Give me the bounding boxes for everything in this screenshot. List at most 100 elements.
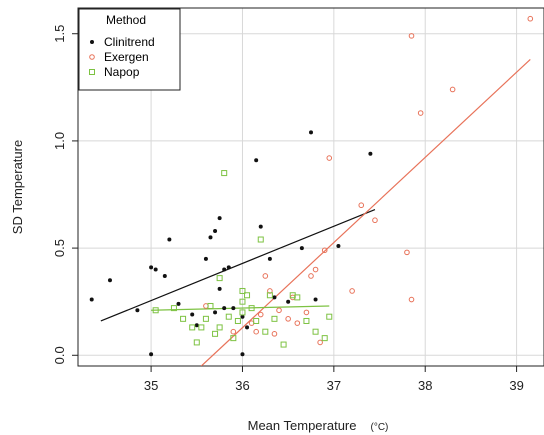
x-tick-label: 35 [144,378,158,393]
point-clinitrend [89,297,94,302]
point-exergen [271,331,278,337]
point-napop [234,317,241,324]
trend-line-exergen [200,59,531,366]
point-clinitrend [272,295,277,300]
data-points [89,15,534,357]
point-exergen [285,316,291,322]
point-clinitrend [245,325,250,330]
point-napop [257,236,264,243]
point-exergen [449,86,456,93]
y-tick-label: 1.5 [52,25,67,43]
point-exergen [326,155,333,161]
point-clinitrend [313,297,318,302]
point-napop [230,335,237,342]
point-napop [180,315,187,322]
point-exergen [257,311,264,318]
point-exergen [294,320,301,326]
point-exergen [312,266,319,273]
point-napop [221,170,228,177]
point-napop [239,309,246,316]
legend-marker-exergen [89,54,95,60]
point-clinitrend [254,158,259,163]
point-napop [262,328,269,335]
point-clinitrend [309,130,313,135]
y-tick-label: 0.5 [52,239,67,257]
point-clinitrend [368,151,373,156]
point-napop [280,341,287,348]
legend-marker-clinitrend [90,40,94,44]
point-napop [239,287,246,294]
point-clinitrend [194,323,199,328]
point-clinitrend [153,267,158,272]
point-exergen [276,307,282,314]
point-clinitrend [176,301,181,306]
point-napop [216,275,223,282]
point-exergen [404,249,410,256]
legend: Method Clinitrend Exergen Napop [78,8,181,91]
point-exergen [321,247,328,254]
x-tick-label: 37 [327,378,341,393]
point-napop [312,328,319,335]
point-exergen [408,33,415,39]
point-clinitrend [149,265,154,270]
point-clinitrend [213,310,218,315]
point-clinitrend [213,228,218,233]
legend-label-napop: Napop [104,65,140,79]
point-exergen [408,296,415,303]
point-napop [198,324,205,331]
trend-lines [100,59,531,366]
point-clinitrend [203,256,208,261]
trend-line-napop [151,305,330,311]
point-exergen [303,309,310,316]
point-napop [216,324,223,331]
point-clinitrend [231,306,236,311]
point-exergen [253,328,259,335]
point-napop [266,292,273,299]
y-tick-label: 0.0 [52,346,67,364]
point-napop [193,339,200,346]
point-clinitrend [217,286,222,291]
point-exergen [349,288,355,294]
point-clinitrend [222,306,227,311]
point-exergen [358,202,365,209]
point-clinitrend [222,267,227,272]
legend-title: Method [106,13,146,27]
point-clinitrend [167,237,172,242]
point-napop [271,315,278,322]
point-clinitrend [190,312,195,317]
point-napop [303,317,310,324]
point-napop [321,335,328,342]
legend-marker-napop [89,69,95,75]
point-napop [294,294,301,301]
point-clinitrend [162,273,167,278]
point-napop [212,330,219,337]
point-clinitrend [240,314,245,319]
point-napop [189,324,196,331]
plot-frame [77,7,544,367]
point-clinitrend [286,299,291,304]
point-exergen [317,339,323,346]
point-clinitrend [217,216,222,221]
point-exergen [527,15,534,22]
point-clinitrend [135,308,140,313]
point-napop [207,302,214,309]
point-clinitrend [299,246,304,251]
point-napop [225,313,232,320]
point-napop [253,317,260,324]
legend-box [78,8,181,91]
point-napop [239,298,246,305]
x-axis-label: Mean Temperature (°C) [248,418,389,433]
point-clinitrend [226,265,231,270]
point-clinitrend [336,243,341,248]
point-exergen [372,217,378,224]
point-napop [202,315,209,322]
point-napop [152,307,159,314]
point-exergen [230,328,237,335]
y-axis: 0.0 0.5 1.0 1.5 [52,25,78,364]
point-clinitrend [240,352,245,357]
x-tick-label: 36 [235,378,249,393]
point-napop [170,305,177,312]
point-napop [326,313,333,320]
point-exergen [262,273,269,279]
legend-label-clinitrend: Clinitrend [104,35,155,49]
